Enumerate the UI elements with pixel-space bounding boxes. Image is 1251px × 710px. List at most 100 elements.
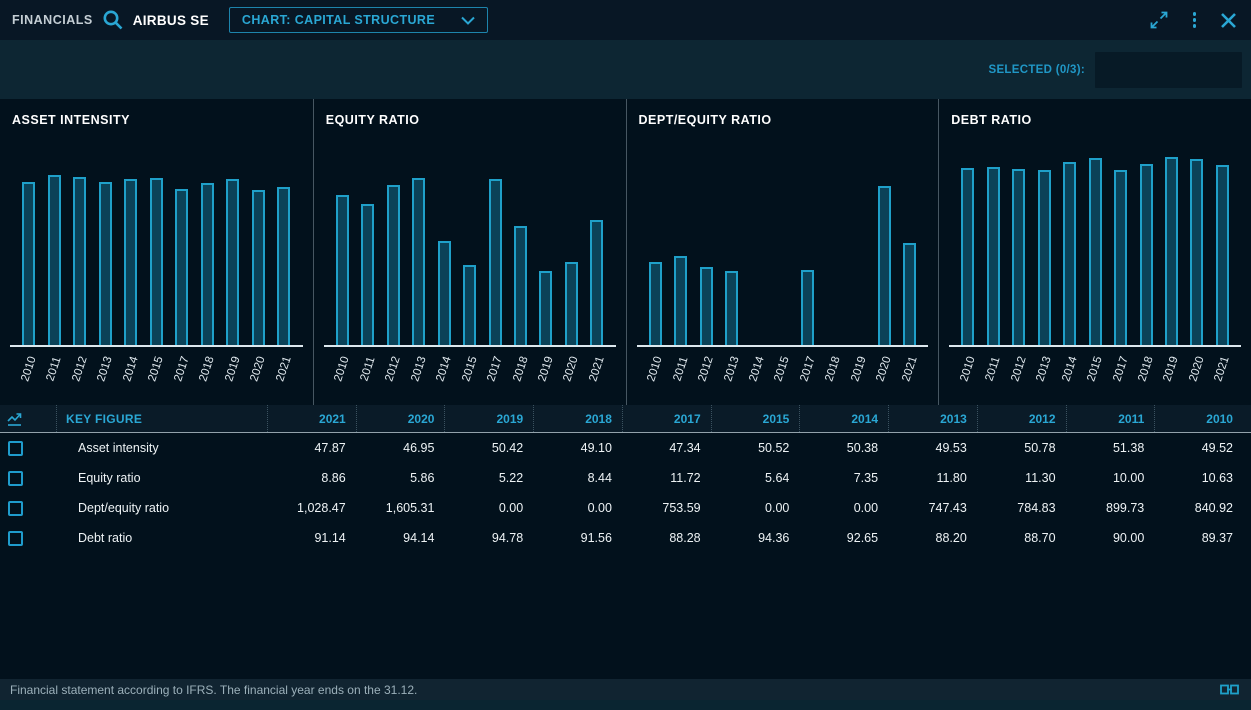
table-cell: 5.86 [356, 471, 445, 485]
row-checkbox[interactable] [8, 531, 23, 546]
chart-title: DEPT/EQUITY RATIO [639, 113, 929, 147]
bar-2011[interactable] [361, 204, 374, 345]
bar-chart [324, 147, 616, 347]
trending-up-icon [7, 412, 22, 426]
expand-icon [1149, 10, 1169, 30]
x-tick-label: 2019 [1161, 353, 1182, 385]
bar-2018[interactable] [1140, 164, 1153, 345]
bar-2015[interactable] [1089, 158, 1102, 345]
table-cell: 8.44 [533, 471, 622, 485]
bar-2014[interactable] [124, 179, 137, 345]
x-tick-label: 2014 [1059, 353, 1080, 385]
bar-2014[interactable] [1063, 162, 1076, 345]
table-cell: 94.78 [444, 531, 533, 545]
x-tick-label: 2021 [1212, 353, 1233, 385]
bar-2012[interactable] [700, 267, 713, 345]
search-button[interactable] [101, 8, 125, 32]
bar-2017[interactable] [489, 179, 502, 345]
footer-bar: Financial statement according to IFRS. T… [0, 679, 1251, 700]
x-tick-label: 2015 [772, 353, 793, 385]
bar-2021[interactable] [1216, 165, 1229, 345]
row-checkbox[interactable] [8, 471, 23, 486]
x-tick-label: 2018 [510, 353, 531, 385]
table-cell: 0.00 [444, 501, 533, 515]
x-tick-label: 2011 [44, 353, 65, 385]
bar-2019[interactable] [226, 179, 239, 345]
table-cell: 50.78 [977, 441, 1066, 455]
table-row: Equity ratio8.865.865.228.4411.725.647.3… [0, 463, 1251, 493]
bar-2011[interactable] [674, 256, 687, 345]
x-tick-label: 2013 [95, 353, 116, 385]
bar-2020[interactable] [1190, 159, 1203, 345]
selected-items-slot[interactable] [1095, 52, 1242, 88]
bar-2018[interactable] [201, 183, 214, 345]
x-tick-label: 2018 [197, 353, 218, 385]
expand-button[interactable] [1147, 8, 1171, 32]
bar-2012[interactable] [1012, 169, 1025, 345]
table-row: Debt ratio91.1494.1494.7891.5688.2894.36… [0, 523, 1251, 553]
year-column-header: 2020 [356, 405, 445, 432]
row-checkbox[interactable] [8, 441, 23, 456]
bar-2011[interactable] [48, 175, 61, 345]
bar-2019[interactable] [539, 271, 552, 345]
bar-2020[interactable] [878, 186, 891, 345]
bar-2020[interactable] [565, 262, 578, 345]
key-figure-label: Dept/equity ratio [56, 501, 267, 515]
table-cell: 0.00 [533, 501, 622, 515]
bar-2013[interactable] [725, 271, 738, 345]
bar-2010[interactable] [649, 262, 662, 345]
link-button[interactable] [1218, 682, 1241, 697]
table-cell: 49.10 [533, 441, 622, 455]
close-button[interactable] [1218, 10, 1239, 31]
x-tick-label: 2020 [1187, 353, 1208, 385]
table-cell: 49.52 [1154, 441, 1243, 455]
bar-2012[interactable] [73, 177, 86, 345]
bar-2017[interactable] [175, 189, 188, 345]
bar-2020[interactable] [252, 190, 265, 345]
bar-2013[interactable] [412, 178, 425, 345]
x-tick-label: 2012 [1009, 353, 1030, 385]
chart-panel-debt-ratio: DEBT RATIO 20102011201220132014201520172… [938, 99, 1251, 405]
kebab-menu-icon [1193, 12, 1197, 16]
top-bar: FINANCIALS AIRBUS SE CHART: CAPITAL STRU… [0, 0, 1251, 40]
x-tick-label: 2011 [983, 353, 1004, 385]
table-cell: 92.65 [799, 531, 888, 545]
table-cell: 7.35 [799, 471, 888, 485]
x-tick-label: 2015 [459, 353, 480, 385]
bar-2010[interactable] [961, 168, 974, 345]
year-column-header: 2018 [533, 405, 622, 432]
x-tick-label: 2012 [69, 353, 90, 385]
table-cell: 49.53 [888, 441, 977, 455]
table-cell: 10.00 [1066, 471, 1155, 485]
table-row: Dept/equity ratio1,028.471,605.310.000.0… [0, 493, 1251, 523]
bar-2015[interactable] [463, 265, 476, 345]
bar-2018[interactable] [514, 226, 527, 345]
bar-2019[interactable] [1165, 157, 1178, 345]
bar-2013[interactable] [1038, 170, 1051, 345]
company-name: AIRBUS SE [133, 13, 209, 28]
bar-2011[interactable] [987, 167, 1000, 345]
x-tick-label: 2012 [383, 353, 404, 385]
table-cell: 94.14 [356, 531, 445, 545]
bar-2010[interactable] [22, 182, 35, 345]
bar-2015[interactable] [150, 178, 163, 345]
bar-2021[interactable] [590, 220, 603, 345]
bar-2014[interactable] [438, 241, 451, 345]
year-column-header: 2010 [1154, 405, 1243, 432]
bar-2017[interactable] [1114, 170, 1127, 345]
x-tick-label: 2017 [798, 353, 819, 385]
bar-2012[interactable] [387, 185, 400, 345]
x-tick-label: 2020 [248, 353, 269, 385]
chart-type-dropdown[interactable]: CHART: CAPITAL STRUCTURE [229, 7, 488, 33]
table-cell: 899.73 [1066, 501, 1155, 515]
bar-2017[interactable] [801, 270, 814, 345]
bar-2021[interactable] [903, 243, 916, 345]
kebab-menu-button[interactable] [1187, 10, 1203, 30]
selected-count-label: SELECTED (0/3): [988, 64, 1085, 76]
bar-2010[interactable] [336, 195, 349, 345]
bar-2021[interactable] [277, 187, 290, 345]
bar-2013[interactable] [99, 182, 112, 345]
table-cell: 0.00 [711, 501, 800, 515]
x-tick-label: 2021 [274, 353, 295, 385]
row-checkbox[interactable] [8, 501, 23, 516]
